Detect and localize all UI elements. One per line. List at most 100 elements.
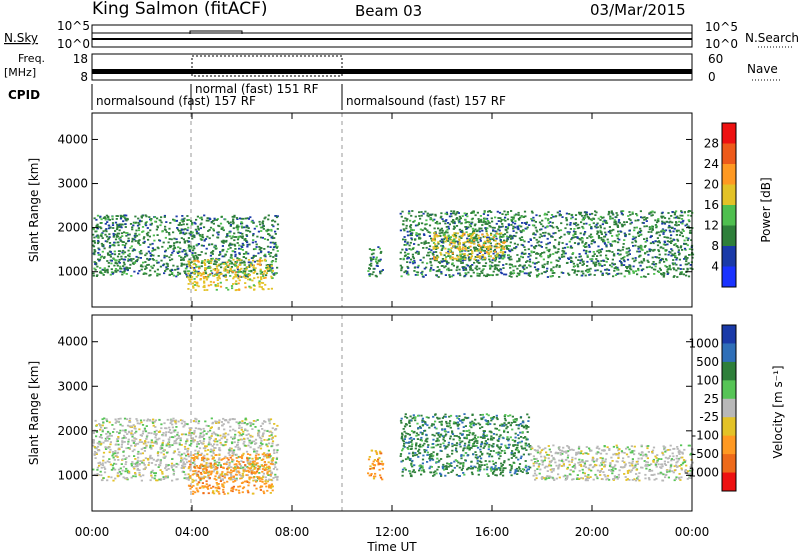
echo-cell — [151, 250, 154, 252]
echo-cell — [464, 226, 467, 228]
echo-cell — [101, 250, 104, 253]
echo-cell — [589, 273, 592, 276]
echo-cell — [447, 222, 450, 224]
echo-cell — [611, 235, 614, 237]
echo-cell — [214, 438, 217, 440]
echo-cell — [234, 273, 237, 276]
echo-cell — [473, 242, 476, 245]
echo-cell — [257, 446, 260, 449]
echo-cell — [599, 229, 602, 232]
echo-cell — [193, 472, 196, 475]
echo-cell — [96, 265, 99, 268]
echo-cell — [231, 287, 234, 290]
echo-cell — [170, 419, 173, 421]
echo-cell — [225, 236, 228, 238]
echo-cell — [266, 267, 269, 269]
echo-cell — [617, 230, 620, 233]
echo-cell — [548, 241, 551, 244]
echo-cell — [128, 259, 131, 261]
echo-cell — [154, 463, 157, 466]
echo-cell — [440, 212, 443, 215]
y-tick-label: 4000 — [57, 132, 88, 146]
echo-cell — [540, 246, 543, 248]
echo-cell — [480, 227, 483, 230]
echo-cell — [644, 240, 647, 243]
echo-cell — [165, 268, 168, 271]
echo-cell — [459, 260, 462, 263]
echo-cell — [274, 220, 277, 223]
echo-cell — [201, 233, 204, 236]
echo-cell — [486, 234, 489, 237]
echo-cell — [577, 242, 580, 245]
echo-cell — [199, 254, 202, 256]
echo-cell — [164, 225, 167, 228]
echo-cell — [469, 267, 473, 270]
echo-cell — [205, 247, 208, 250]
echo-cell — [455, 212, 458, 215]
echo-cell — [110, 468, 113, 471]
echo-cell — [180, 457, 183, 459]
echo-cell — [199, 434, 202, 437]
echo-cell — [259, 270, 262, 273]
echo-cell — [399, 258, 402, 260]
echo-cell — [380, 270, 383, 273]
echo-cell — [122, 451, 125, 453]
echo-cell — [110, 259, 113, 262]
echo-cell — [244, 286, 247, 289]
echo-cell — [483, 258, 487, 261]
echo-cell — [165, 266, 168, 269]
echo-cell — [542, 258, 545, 261]
echo-cell — [633, 237, 636, 240]
echo-cell — [254, 463, 258, 466]
echo-cell — [133, 437, 136, 439]
echo-cell — [687, 214, 690, 217]
echo-cell — [128, 253, 131, 255]
echo-cell — [442, 246, 445, 248]
echo-cell — [269, 455, 272, 457]
echo-cell — [373, 248, 376, 251]
echo-cell — [429, 270, 432, 272]
echo-cell — [119, 423, 122, 426]
echo-cell — [632, 270, 635, 273]
echo-cell — [613, 219, 616, 221]
echo-cell — [406, 265, 409, 268]
echo-cell — [270, 263, 273, 266]
echo-cell — [406, 253, 409, 255]
echo-cell — [116, 262, 119, 265]
echo-cell — [252, 222, 255, 224]
echo-cell — [207, 443, 210, 446]
echo-cell — [185, 252, 188, 255]
echo-cell — [213, 432, 216, 435]
echo-cell — [214, 284, 217, 286]
echo-cell — [508, 245, 511, 247]
echo-cell — [212, 466, 215, 469]
echo-cell — [478, 267, 481, 270]
echo-cell — [138, 422, 141, 425]
echo-cell — [222, 240, 225, 242]
power-ylabel: Slant Range [km] — [27, 158, 41, 262]
echo-cell — [130, 444, 133, 447]
echo-cell — [153, 430, 156, 433]
echo-cell — [413, 261, 416, 264]
echo-cell — [403, 255, 407, 257]
echo-cell — [261, 468, 265, 470]
echo-cell — [135, 260, 138, 262]
echo-cell — [423, 267, 426, 270]
echo-cell — [525, 261, 528, 263]
echo-cell — [599, 270, 603, 273]
echo-cell — [210, 435, 213, 437]
echo-cell — [443, 254, 446, 257]
echo-cell — [204, 476, 207, 478]
echo-cell — [369, 256, 372, 259]
echo-cell — [509, 250, 512, 253]
echo-cell — [180, 444, 183, 446]
echo-cell — [145, 267, 148, 269]
echo-cell — [579, 232, 582, 235]
echo-cell — [150, 474, 153, 477]
echo-cell — [467, 271, 470, 274]
echo-cell — [245, 229, 248, 232]
echo-cell — [140, 268, 143, 271]
echo-cell — [622, 259, 626, 261]
echo-cell — [619, 249, 622, 252]
echo-cell — [535, 238, 538, 241]
